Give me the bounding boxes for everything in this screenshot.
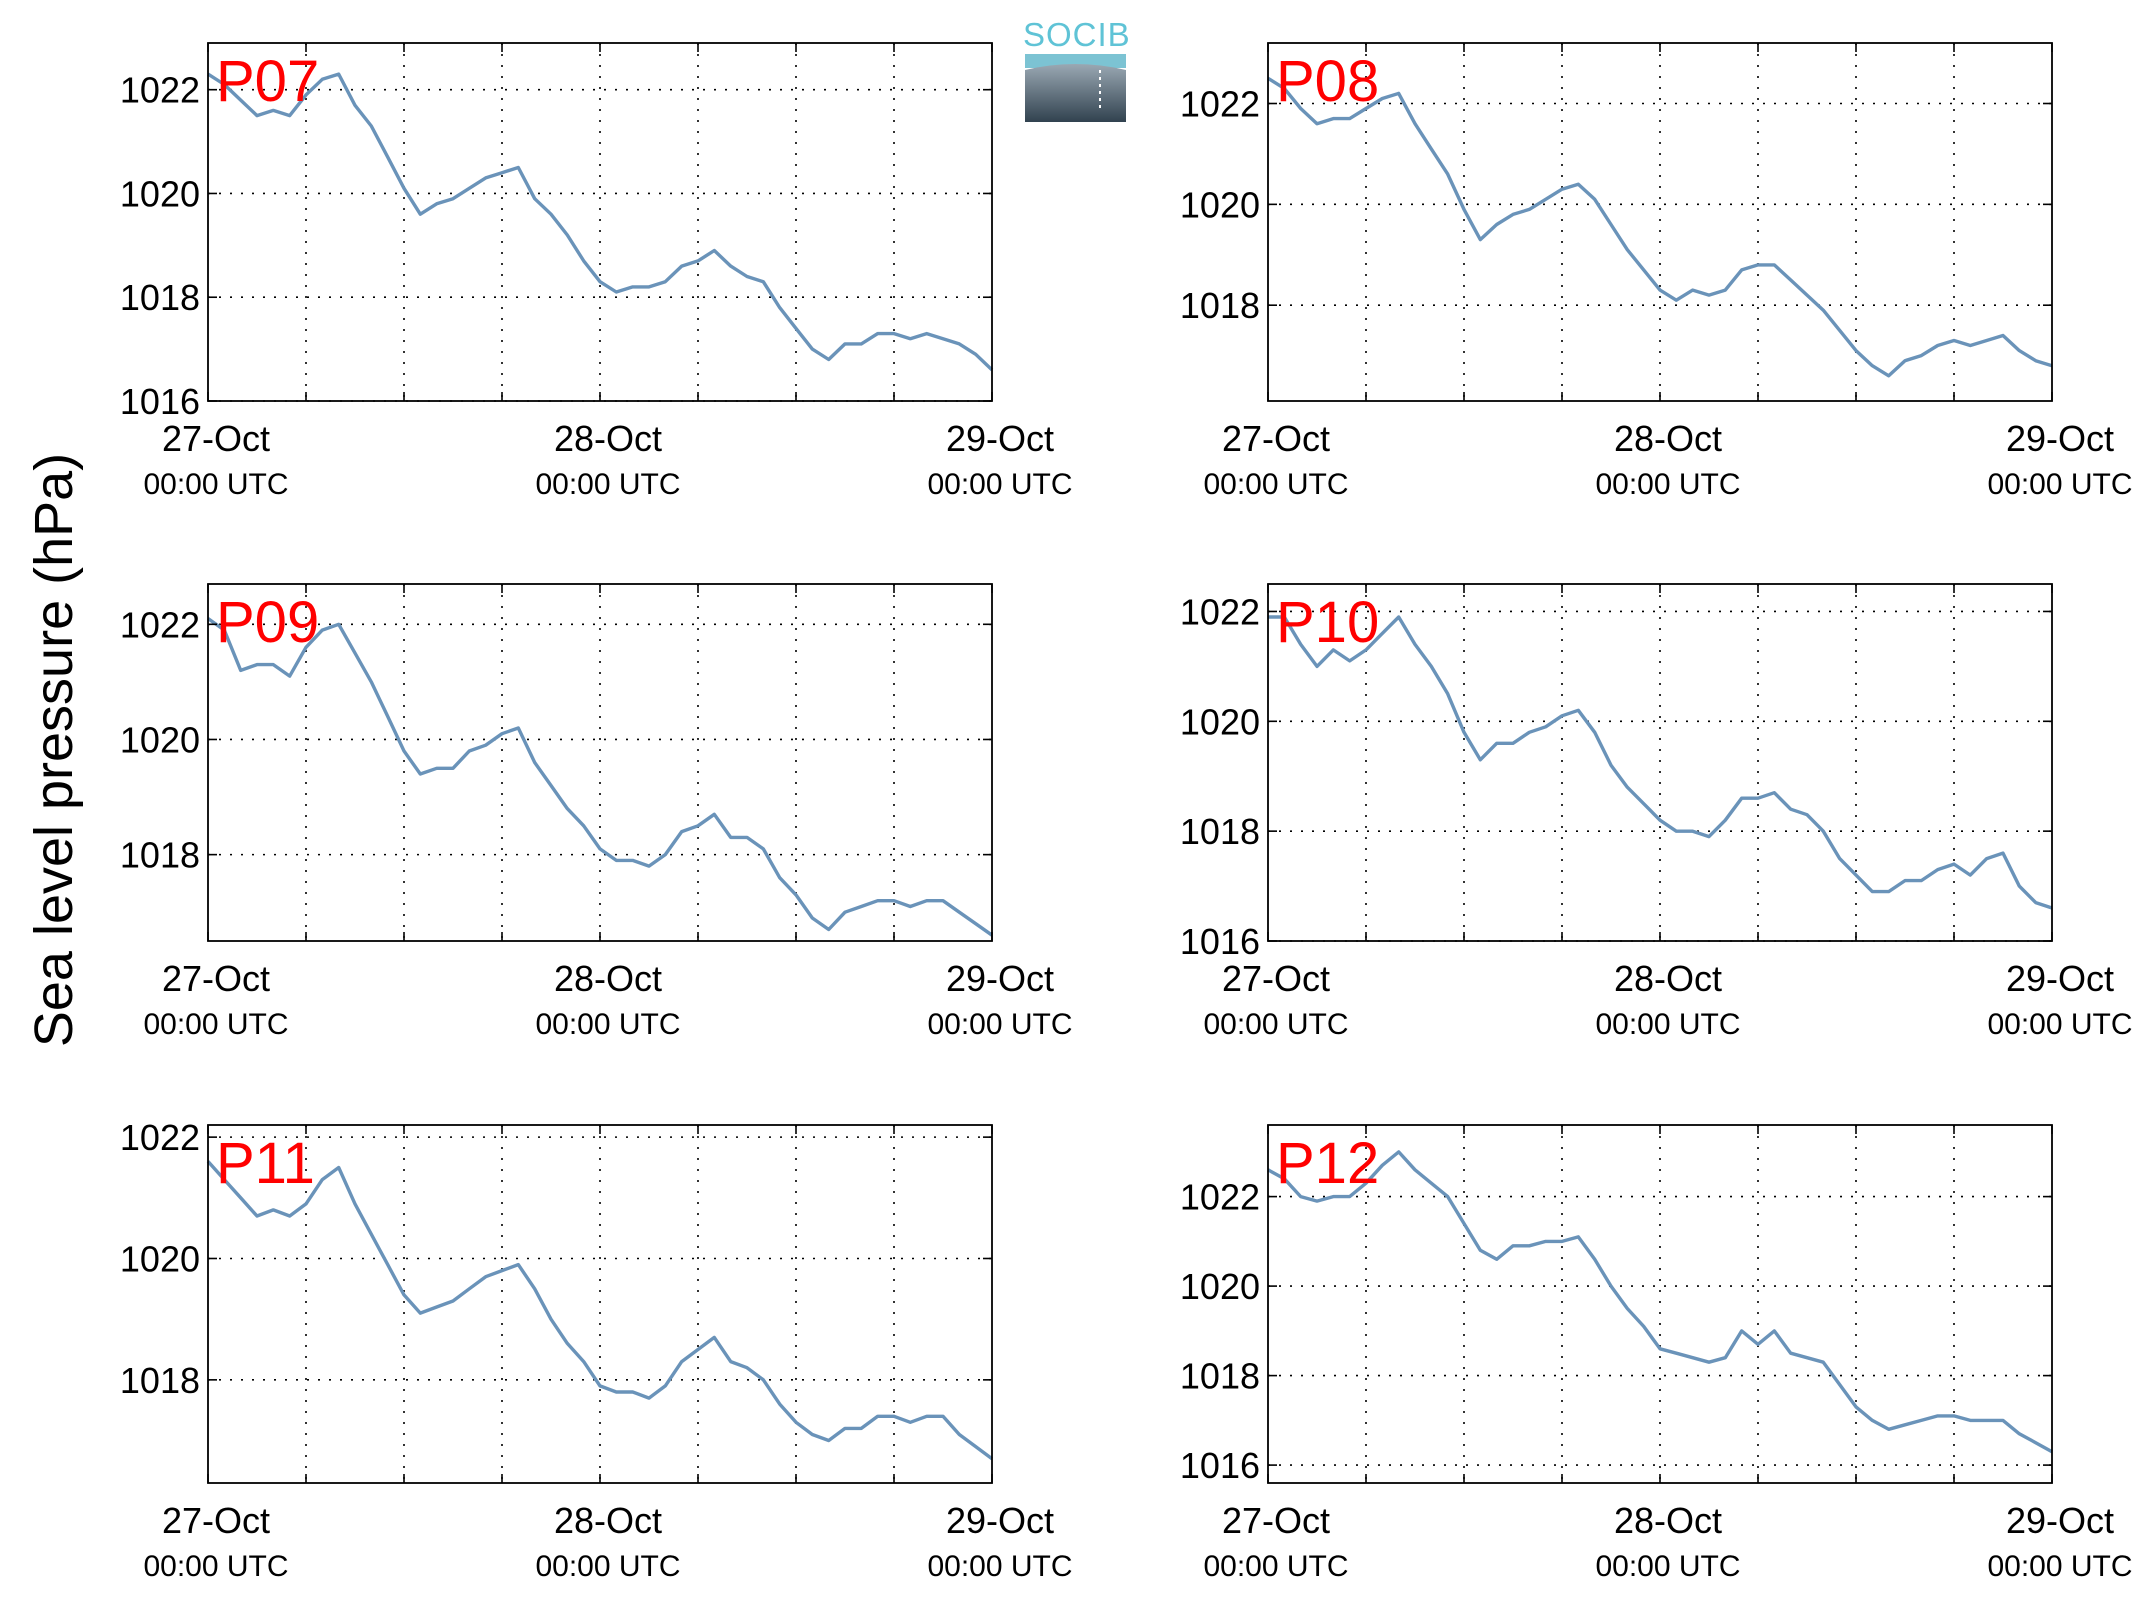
panel-p10: 1016 1018 1020 1022 27-Oct 00:00 UTC 28-Oct 00:… [1180,583,2133,1041]
y-tick-label: 1018 [120,277,200,318]
x-tick-label-time: 00:00 UTC [1987,1008,2132,1041]
x-tick-label-time: 00:00 UTC [143,468,288,501]
panel-label: P12 [1276,1131,1379,1196]
x-tick-label-time: 00:00 UTC [1987,468,2132,501]
socib-logo-wave [1025,64,1126,122]
y-tick-label: 1020 [120,719,200,760]
y-tick-label: 1020 [1180,1266,1260,1307]
y-tick-label: 1020 [1180,701,1260,742]
x-tick-label-date: 29-Oct [2006,418,2114,459]
panel-p12: 1016 1018 1020 1022 27-Oct 00:00 UTC 28-Oct 00:… [1180,1124,2133,1583]
panel-label: P07 [216,49,319,114]
x-tick-label-date: 29-Oct [2006,958,2114,999]
x-tick-label-time: 00:00 UTC [927,1008,1072,1041]
x-tick-label-date: 27-Oct [162,958,270,999]
x-tick-label-date: 27-Oct [1222,418,1330,459]
y-tick-label: 1018 [1180,285,1260,326]
x-tick-label-time: 00:00 UTC [927,468,1072,501]
x-tick-label-time: 00:00 UTC [1203,468,1348,501]
panel-p07: 1016 1018 1020 1022 27-Oct 00:00 UTC 28-Oct 00:… [120,42,1073,501]
panels: 1016 1018 1020 1022 27-Oct 00:00 UTC 28-Oct 00:… [120,42,2133,1583]
x-tick-label-time: 00:00 UTC [1203,1008,1348,1041]
y-tick-label: 1018 [120,835,200,876]
series-line [207,72,994,372]
socib-logo-text: SOCIB [1023,16,1131,53]
panel-label: P11 [216,1131,315,1196]
panel-label: P10 [1276,590,1379,655]
socib-logo-bar [1025,54,1126,68]
x-tick-label-date: 27-Oct [1222,1500,1330,1541]
x-tick-label-date: 28-Oct [1614,958,1722,999]
x-tick-label-time: 00:00 UTC [143,1550,288,1583]
series-line [206,1160,994,1461]
y-tick-label: 1022 [120,70,200,111]
x-tick-label-date: 28-Oct [554,1500,662,1541]
y-tick-label: 1020 [120,173,200,214]
x-tick-label-time: 00:00 UTC [535,468,680,501]
x-tick-label-time: 00:00 UTC [1987,1550,2132,1583]
x-tick-label-time: 00:00 UTC [927,1550,1072,1583]
y-tick-label: 1018 [1180,1356,1260,1397]
series-line [1267,1150,2053,1454]
y-tick-label: 1018 [120,1360,200,1401]
y-tick-label: 1022 [120,604,200,645]
socib-logo: SOCIB [1023,16,1131,122]
panel-label: P08 [1276,49,1379,114]
x-tick-label-time: 00:00 UTC [1595,468,1740,501]
y-tick-label: 1022 [1180,1177,1260,1218]
y-tick-label: 1016 [1180,1445,1260,1486]
panel-p11: 1018 1020 1022 27-Oct 00:00 UTC 28-Oct 00:00 U… [120,1117,1073,1583]
y-tick-label: 1022 [1180,591,1260,632]
y-tick-label: 1016 [120,381,200,422]
x-tick-label-date: 28-Oct [1614,1500,1722,1541]
series-line [207,617,993,937]
panel-p09: 1018 1020 1022 27-Oct 00:00 UTC 28-Oct 00:00 U… [120,583,1073,1041]
x-tick-label-time: 00:00 UTC [143,1008,288,1041]
x-tick-label-time: 00:00 UTC [1203,1550,1348,1583]
x-tick-label-date: 29-Oct [946,958,1054,999]
panel-p08: 1018 1020 1022 27-Oct 00:00 UTC 28-Oct 00:00 U… [1180,42,2133,501]
x-tick-label-date: 27-Oct [1222,958,1330,999]
y-tick-label: 1020 [120,1238,200,1279]
x-tick-label-date: 27-Oct [162,1500,270,1541]
series-line [1267,76,2053,378]
y-tick-label: 1018 [1180,811,1260,852]
y-tick-label: 1016 [1180,921,1260,962]
x-tick-label-time: 00:00 UTC [1595,1008,1740,1041]
x-tick-label-date: 29-Oct [946,418,1054,459]
y-tick-label: 1022 [1180,84,1260,125]
series-line [1268,615,2053,910]
x-tick-label-time: 00:00 UTC [1595,1550,1740,1583]
y-tick-label: 1020 [1180,184,1260,225]
x-tick-label-time: 00:00 UTC [535,1550,680,1583]
x-tick-label-date: 27-Oct [162,418,270,459]
y-axis-label: Sea level pressure (hPa) [24,453,84,1047]
x-tick-label-date: 29-Oct [2006,1500,2114,1541]
panel-label: P09 [216,590,319,655]
x-tick-label-date: 28-Oct [1614,418,1722,459]
x-tick-label-date: 28-Oct [554,418,662,459]
y-tick-label: 1022 [120,1117,200,1158]
x-tick-label-time: 00:00 UTC [535,1008,680,1041]
x-tick-label-date: 29-Oct [946,1500,1054,1541]
x-tick-label-date: 28-Oct [554,958,662,999]
